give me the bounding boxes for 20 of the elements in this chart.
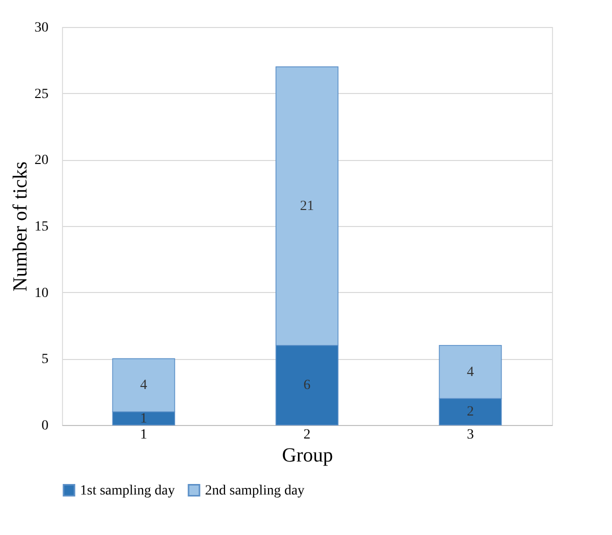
y-tick-label: 25 <box>34 86 48 102</box>
y-tick-label: 5 <box>42 352 48 368</box>
legend-label: 2nd sampling day <box>205 483 305 498</box>
x-axis-title: Group <box>282 444 334 466</box>
legend-label: 1st sampling day <box>80 483 175 498</box>
x-tick-label: 3 <box>466 428 474 442</box>
y-tick-label: 10 <box>34 286 48 301</box>
y-tick-label: 20 <box>34 153 48 168</box>
data-label: 4 <box>466 364 474 380</box>
y-axis-title: Number of ticks <box>10 161 32 292</box>
y-tick-label: 15 <box>34 220 48 234</box>
y-tick-label: 30 <box>34 20 48 36</box>
data-label: 2 <box>466 404 474 420</box>
y-tick-label: 0 <box>42 418 48 434</box>
data-label: 4 <box>140 378 148 394</box>
x-tick-label: 2 <box>304 428 310 442</box>
x-tick-label: 1 <box>140 428 148 442</box>
data-label: 1 <box>140 411 148 426</box>
data-label: 6 <box>304 378 310 394</box>
data-label: 21 <box>300 199 314 214</box>
